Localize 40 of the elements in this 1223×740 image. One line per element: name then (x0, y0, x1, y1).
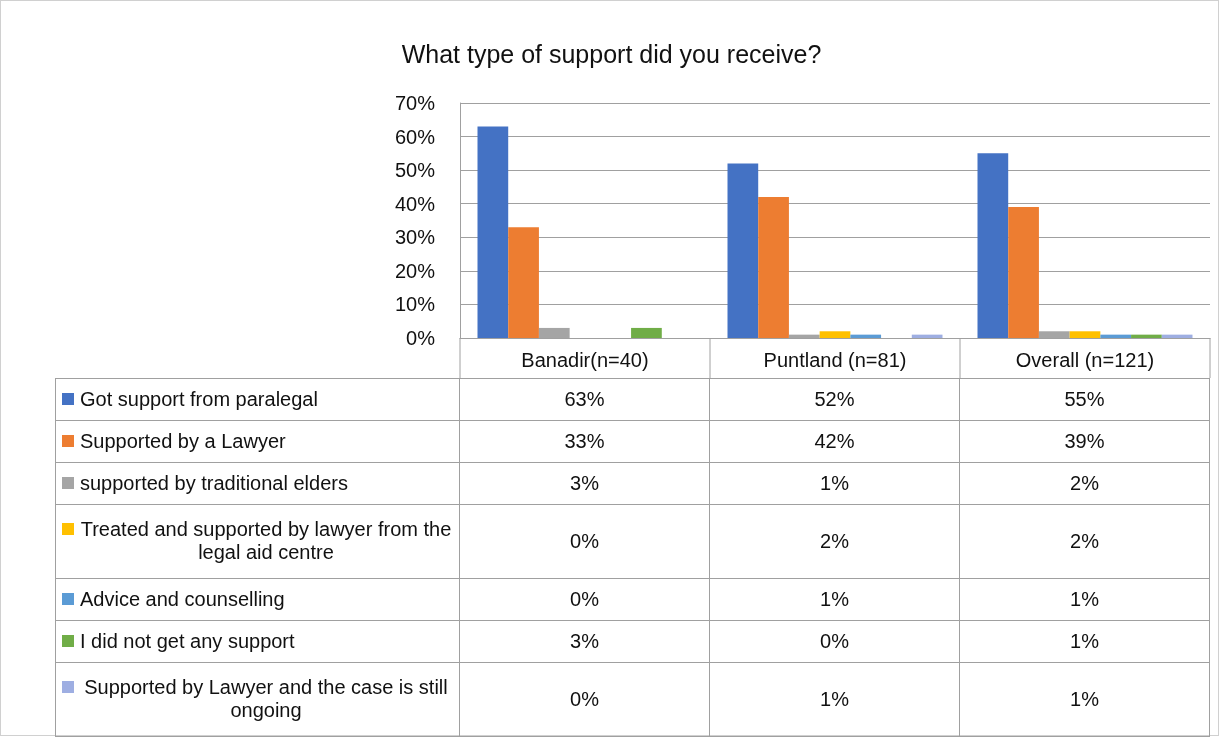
data-label: 1% (959, 620, 1210, 662)
data-label: 1% (959, 662, 1210, 736)
data-label: 33% (459, 420, 710, 462)
data-label: 2% (959, 504, 1210, 578)
data-label: 42% (709, 420, 960, 462)
x-tick-label: Overall (n=121) (1015, 349, 1155, 371)
data-label: 0% (459, 578, 710, 620)
data-label: 63% (459, 378, 710, 420)
data-label: 2% (959, 462, 1210, 504)
data-label: 2% (709, 504, 960, 578)
y-tick-label: 50% (394, 159, 436, 182)
y-tick-label: 30% (394, 226, 436, 249)
data-label: 1% (709, 462, 960, 504)
y-tick-label: 40% (394, 192, 436, 215)
y-tick-label: 20% (394, 259, 436, 282)
chart-title: What type of support did you receive? (401, 39, 822, 68)
y-tick-label: 70% (394, 92, 436, 114)
x-tick-label: Puntland (n=81) (763, 349, 907, 371)
legend-label: supported by traditional elders (80, 471, 348, 495)
data-label: 3% (459, 620, 710, 662)
data-label: 0% (709, 620, 960, 662)
legend-label: Supported by Lawyer and the case is still ongoing (83, 676, 449, 722)
data-label: 1% (959, 578, 1210, 620)
legend-label: Treated and supported by lawyer from the legal aid centre (80, 518, 452, 564)
y-tick-label: 60% (394, 125, 436, 148)
data-label: 1% (709, 662, 960, 736)
legend-label: Supported by a Lawyer (80, 429, 286, 453)
data-label: 52% (709, 378, 960, 420)
y-tick-label: 10% (394, 293, 436, 316)
data-label: 1% (709, 578, 960, 620)
data-label: 39% (959, 420, 1210, 462)
data-label: 3% (459, 462, 710, 504)
legend-label: Got support from paralegal (80, 387, 318, 411)
y-tick-label: 0% (406, 327, 436, 349)
data-label: 0% (459, 504, 710, 578)
legend-label: Advice and counselling (80, 587, 285, 611)
data-label: 55% (959, 378, 1210, 420)
x-tick-label: Banadir(n=40) (521, 349, 649, 371)
data-label: 0% (459, 662, 710, 736)
legend-label: I did not get any support (80, 629, 295, 653)
